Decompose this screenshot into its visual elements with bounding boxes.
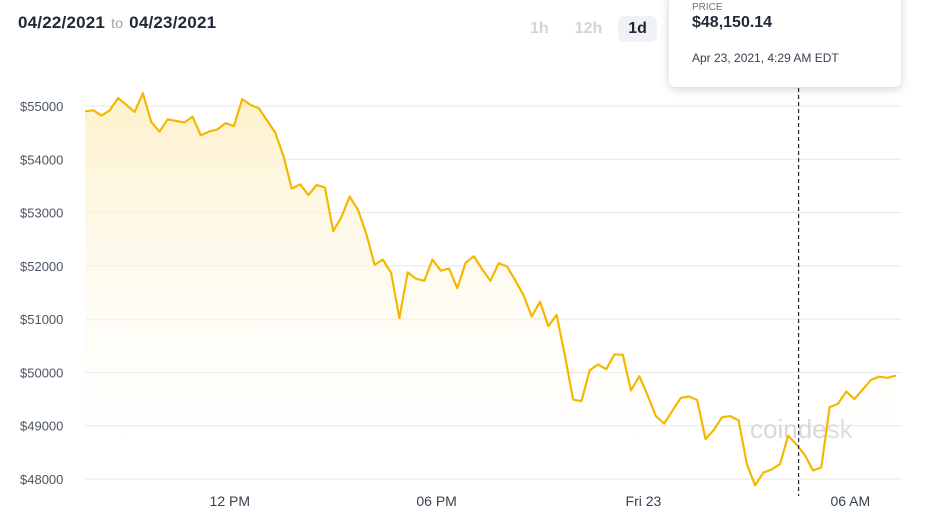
range-button-1h[interactable]: 1h <box>530 20 549 37</box>
range-button-1d[interactable]: 1d <box>618 16 657 42</box>
x-tick-label: Fri 23 <box>626 493 662 509</box>
range-button-12h[interactable]: 12h <box>574 20 603 37</box>
y-tick-label: $55000 <box>20 99 63 114</box>
price-area-fill <box>85 93 896 496</box>
date-to-label: to <box>111 15 124 31</box>
y-tick-label: $51000 <box>20 312 63 327</box>
price-line <box>84 92 897 487</box>
x-tick-label: 06 PM <box>416 493 456 509</box>
tooltip-label: PRICE <box>692 2 723 13</box>
date-from: 04/22/2021 <box>18 13 106 32</box>
y-tick-label: $48000 <box>20 472 63 487</box>
y-tick-label: $54000 <box>20 152 63 167</box>
x-tick-label: 12 PM <box>210 493 250 509</box>
y-tick-label: $52000 <box>20 259 63 274</box>
y-tick-label: $53000 <box>20 206 63 221</box>
date-to: 04/23/2021 <box>129 13 217 32</box>
tooltip-time: Apr 23, 2021, 4:29 AM EDT <box>692 51 839 65</box>
date-range: 04/22/2021 to 04/23/2021 <box>18 13 216 33</box>
tooltip-price: $48,150.14 <box>692 14 773 31</box>
y-tick-label: $50000 <box>20 365 63 380</box>
x-tick-label: 06 AM <box>830 493 870 509</box>
y-tick-label: $49000 <box>20 419 63 434</box>
range-selector: 1h 12h 1d <box>520 16 663 42</box>
price-tooltip: PRICE $48,150.14 Apr 23, 2021, 4:29 AM E… <box>669 0 901 87</box>
